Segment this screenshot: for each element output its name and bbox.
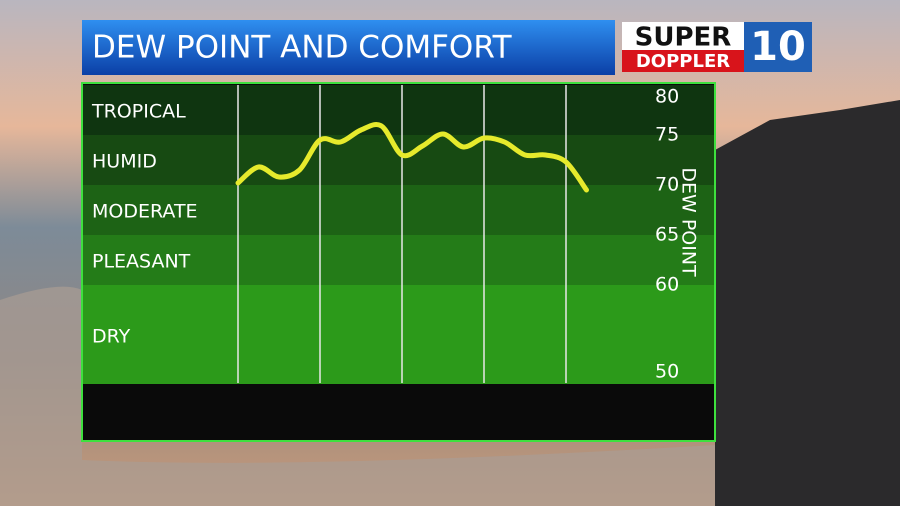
band-label: HUMID [92,151,157,173]
plot: TROPICALHUMIDMODERATEPLEASANTDRYTHUFRISA… [83,85,714,439]
comfort-band [83,285,714,385]
title: DEW POINT AND COMFORT [92,30,513,66]
comfort-band [83,135,714,185]
comfort-band [83,85,714,135]
logo-badge [744,22,812,72]
comfort-band [83,235,714,285]
rocks [715,100,900,506]
band-label: MODERATE [92,201,198,223]
logo-bottom [622,50,744,72]
y-tick-label: 80 [655,86,679,108]
comfort-band [83,185,714,235]
y-tick-label: 75 [655,124,679,146]
band-label: TROPICAL [91,101,186,123]
logo-line1: SUPER [635,23,732,53]
logo-number: 10 [750,24,806,70]
band-label: DRY [92,326,131,348]
surf [0,286,715,506]
y-tick-label: 50 [655,361,679,383]
logo-line2: DOPPLER [636,51,730,72]
y-axis-label: DEW POINT [678,167,700,277]
y-tick-label: 70 [655,174,679,196]
y-tick-label: 60 [655,274,679,296]
logo-top [622,22,744,50]
x-axis-band [83,384,714,439]
title-bar [82,20,615,75]
logo: SUPER DOPPLER 10 [622,22,812,72]
dew-point-line [235,122,589,193]
band-label: PLEASANT [92,251,191,273]
y-tick-label: 65 [655,224,679,246]
